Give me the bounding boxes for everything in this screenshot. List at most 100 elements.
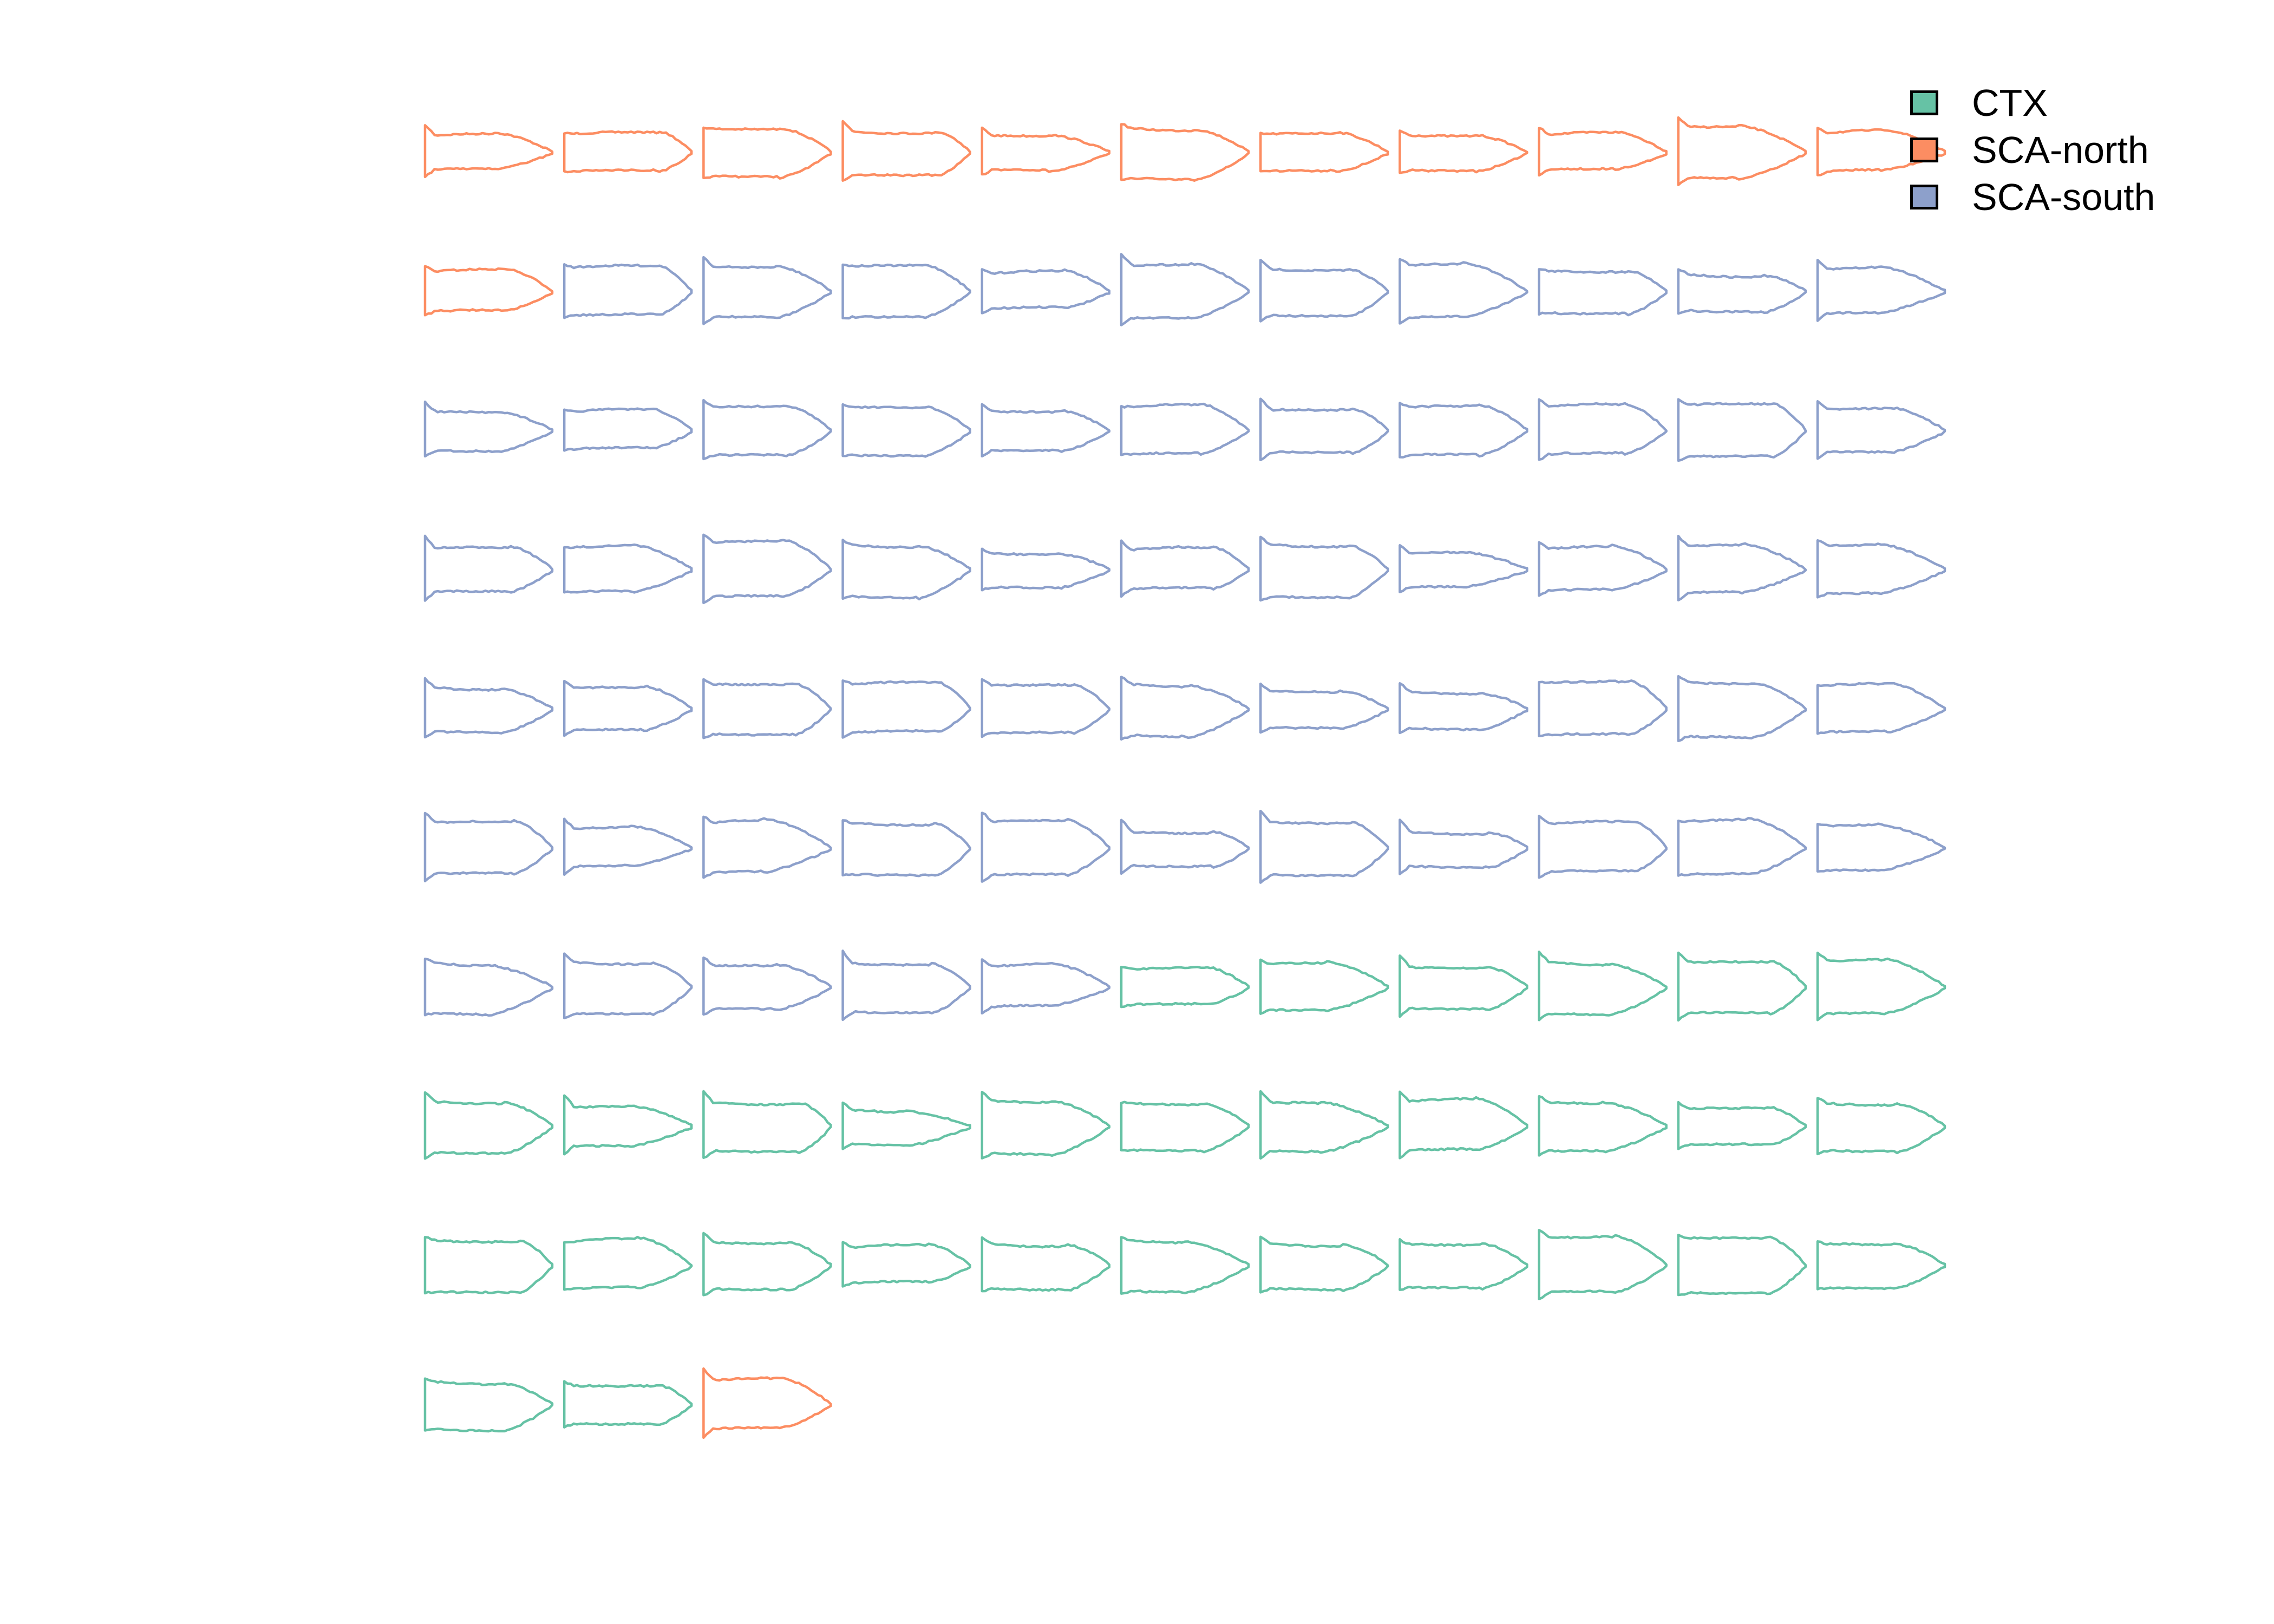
outline-shape	[1259, 809, 1389, 884]
outline-shape	[1399, 402, 1528, 459]
outline-shape	[1259, 535, 1389, 602]
legend-label-sca-north: SCA-north	[1972, 128, 2149, 171]
outline-shape	[981, 403, 1111, 458]
outline-shape	[423, 124, 554, 179]
outline-shape	[1677, 268, 1807, 315]
outline-shape	[841, 539, 971, 601]
outline-shape	[841, 819, 971, 878]
outline-shape	[702, 398, 832, 461]
legend-swatch-ctx	[1910, 90, 1938, 115]
outline-shape	[1677, 534, 1807, 602]
outline-shape	[1816, 682, 1946, 735]
outline-shape	[1816, 539, 1946, 599]
outline-shape	[423, 265, 554, 317]
outline-shape	[702, 533, 832, 604]
outline-shape	[563, 1235, 693, 1291]
outline-shape	[981, 547, 1111, 592]
outline-shape	[702, 956, 832, 1016]
outline-shape	[841, 679, 971, 739]
outline-shape	[1677, 675, 1807, 742]
outline-shape	[563, 263, 693, 319]
outline-shape	[1816, 1240, 1946, 1291]
outline-shape	[981, 1091, 1111, 1160]
outline-shape	[1677, 1233, 1807, 1296]
outline-shape	[841, 1241, 971, 1288]
outline-shape	[1120, 402, 1250, 456]
legend-swatch-sca-south	[1910, 184, 1938, 209]
outline-shape	[1538, 1229, 1668, 1301]
legend: CTX SCA-north SCA-south	[1910, 79, 2155, 220]
outline-shape	[702, 256, 832, 325]
outline-shape	[1399, 818, 1528, 875]
outline-shape	[841, 1101, 971, 1150]
outline-shape	[1677, 817, 1807, 877]
outline-shape	[563, 679, 693, 737]
outline-shape	[563, 543, 693, 594]
outline-shape	[563, 817, 693, 876]
outline-shape	[1538, 268, 1668, 317]
outline-shape	[702, 678, 832, 739]
outline-shape	[1120, 1236, 1250, 1295]
outline-shape	[423, 1236, 554, 1295]
outline-shape	[423, 957, 554, 1017]
outline-shape	[702, 1367, 832, 1439]
outline-shape	[1120, 539, 1250, 598]
outline-shape	[702, 1090, 832, 1159]
legend-item-sca-north: SCA-north	[1910, 126, 2155, 173]
legend-label-ctx: CTX	[1972, 81, 2048, 124]
outline-shape	[1399, 544, 1528, 594]
outline-shape	[423, 534, 554, 602]
outline-shape	[841, 949, 971, 1021]
outline-shape	[1120, 253, 1250, 326]
outline-shape	[1399, 1090, 1528, 1160]
outline-shape	[1259, 958, 1389, 1015]
outline-shape	[1677, 951, 1807, 1022]
outline-shape	[1120, 676, 1250, 741]
outline-shape	[1816, 400, 1946, 460]
outline-shape	[563, 1094, 693, 1156]
outline-shape	[1538, 1095, 1668, 1157]
legend-swatch-sca-north	[1910, 137, 1938, 162]
outline-shape	[1399, 1238, 1528, 1291]
outline-shape	[981, 268, 1111, 315]
outline-shape	[702, 1232, 832, 1296]
outline-shape	[423, 811, 554, 882]
outline-shape	[1677, 1101, 1807, 1150]
outline-shape	[1816, 1097, 1946, 1156]
outline-shape	[423, 400, 554, 458]
outline-shape	[423, 1377, 554, 1433]
outline-shape	[423, 677, 554, 739]
outline-shape	[1120, 123, 1250, 182]
outline-shape	[981, 958, 1111, 1015]
outline-shape	[981, 126, 1111, 176]
outline-shape	[1120, 966, 1250, 1009]
outline-shape	[1399, 682, 1528, 735]
outline-shape	[1120, 818, 1250, 875]
outline-shape	[1677, 116, 1807, 186]
outline-shape	[563, 130, 693, 174]
outline-shape	[1259, 682, 1389, 734]
outline-shape	[1538, 814, 1668, 879]
legend-label-sca-south: SCA-south	[1972, 175, 2155, 218]
legend-item-ctx: CTX	[1910, 79, 2155, 126]
outline-shape	[702, 815, 832, 879]
legend-item-sca-south: SCA-south	[1910, 173, 2155, 220]
outline-shape	[1816, 259, 1946, 322]
outline-shape	[563, 407, 693, 452]
outline-shape	[1399, 954, 1528, 1018]
outline-shape	[1399, 258, 1528, 325]
outline-shape	[841, 403, 971, 458]
outline-shape	[563, 1380, 693, 1429]
outline-shape	[702, 126, 832, 180]
outline-shape	[1538, 398, 1668, 461]
outline-shape	[1259, 1090, 1389, 1160]
outline-shape	[1538, 127, 1668, 177]
outline-shape	[981, 678, 1111, 738]
outline-shape	[1259, 397, 1389, 462]
outline-shape	[563, 952, 693, 1019]
outline-shape	[1399, 129, 1528, 174]
outline-shape	[981, 1236, 1111, 1293]
outline-shape	[1538, 950, 1668, 1021]
